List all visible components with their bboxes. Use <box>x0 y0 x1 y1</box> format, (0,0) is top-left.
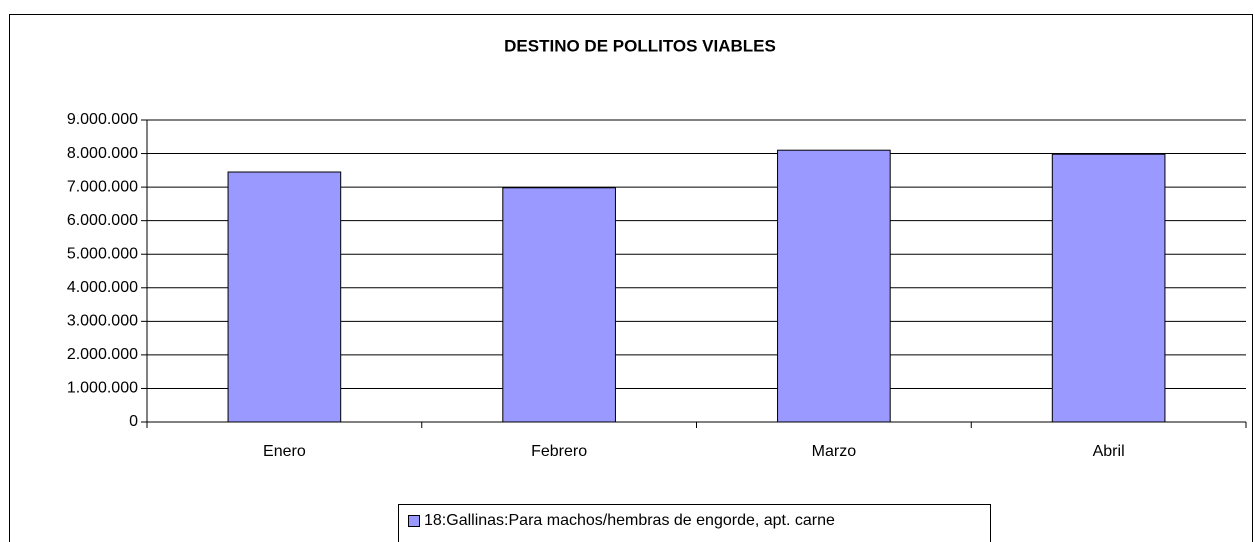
y-tick-label: 3.000.000 <box>67 313 138 330</box>
y-tick-label: 7.000.000 <box>67 178 138 195</box>
chart-frame <box>9 14 1253 542</box>
y-tick-label: 6.000.000 <box>67 212 138 229</box>
x-tick-label: Abril <box>1093 443 1125 460</box>
y-tick-label: 5.000.000 <box>67 245 138 262</box>
legend-swatch <box>408 515 420 527</box>
bar <box>777 149 891 423</box>
bar <box>1051 153 1166 423</box>
bar <box>502 187 616 423</box>
x-tick-label: Marzo <box>812 443 857 460</box>
bar <box>227 171 342 423</box>
x-tick-label: Febrero <box>531 443 587 460</box>
x-tick-label: Enero <box>263 443 306 460</box>
y-tick-label: 0 <box>129 413 138 430</box>
y-tick-label: 1.000.000 <box>67 380 138 397</box>
y-tick-label: 8.000.000 <box>67 145 138 162</box>
chart-title: DESTINO DE POLLITOS VIABLES <box>504 36 776 55</box>
y-tick-label: 4.000.000 <box>67 279 138 296</box>
y-tick-label: 9.000.000 <box>67 111 138 128</box>
y-tick-label: 2.000.000 <box>67 346 138 363</box>
legend-label: 18:Gallinas:Para machos/hembras de engor… <box>424 512 835 529</box>
legend-box <box>398 504 991 542</box>
